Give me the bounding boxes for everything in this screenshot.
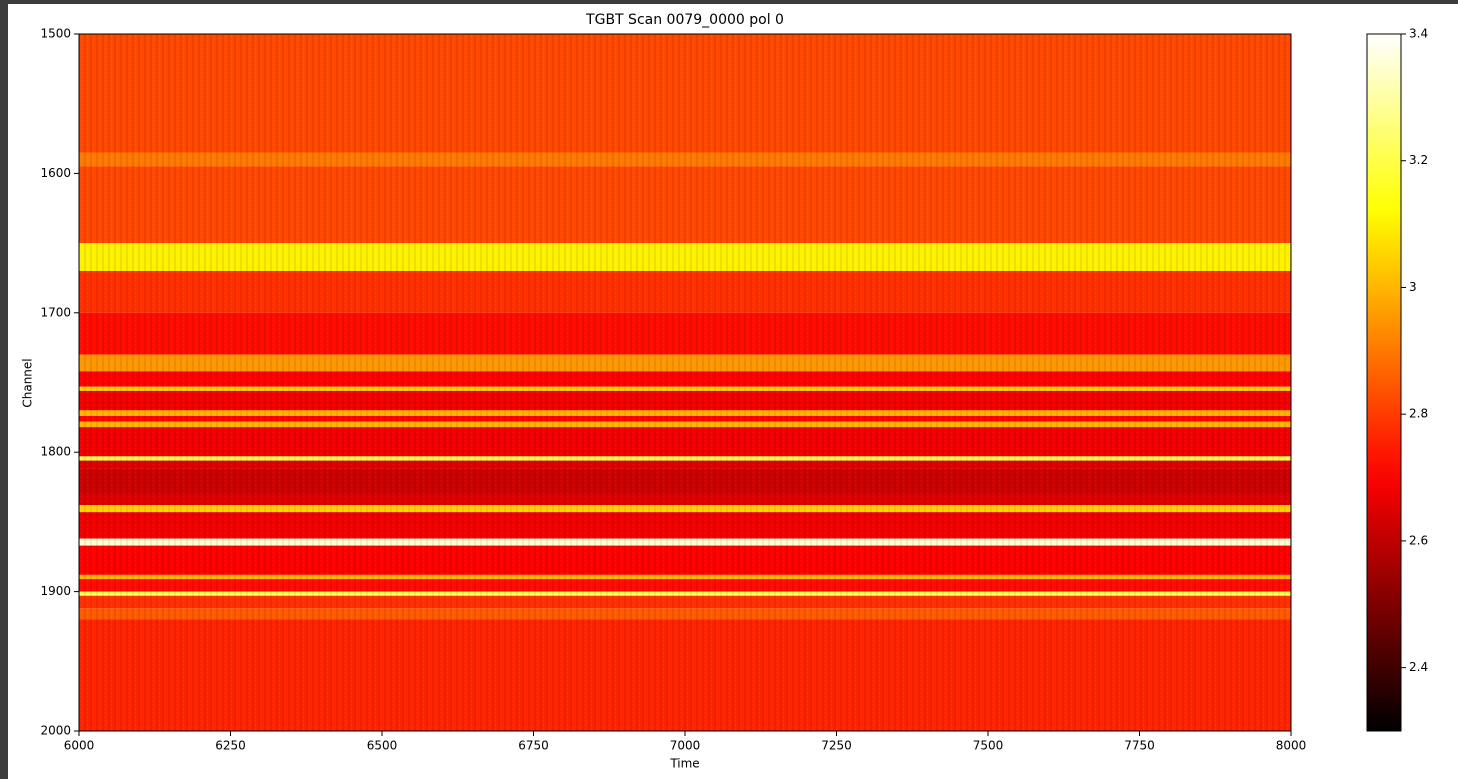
x-tick-label: 7500 [973,739,1004,753]
y-tick-label: 2000 [40,724,71,738]
y-tick-label: 1600 [40,166,71,180]
x-axis-label: Time [669,757,699,771]
colorbar-tick-label: 2.8 [1409,407,1428,421]
x-tick-label: 6000 [64,739,95,753]
colorbar-tick-label: 2.4 [1409,660,1428,674]
chart-title: TGBT Scan 0079_0000 pol 0 [585,12,784,28]
window-frame [0,0,8,779]
y-tick-label: 1500 [40,27,71,41]
colorbar-tick-label: 3 [1409,280,1417,294]
colorbar-tick-label: 3.2 [1409,153,1428,167]
y-axis-label: Channel [21,358,35,407]
x-tick-label: 8000 [1276,739,1307,753]
x-tick-label: 7750 [1124,739,1155,753]
colorbar-scale [1366,33,1402,732]
x-tick-label: 6250 [215,739,246,753]
texture [79,34,1291,731]
x-tick-label: 6750 [518,739,549,753]
x-tick-label: 6500 [367,739,398,753]
window-frame [0,0,1458,4]
colorbar-tick-label: 3.4 [1409,27,1428,41]
x-tick-label: 7250 [821,739,852,753]
y-tick-label: 1900 [40,584,71,598]
colorbar: 2.4 2.6 2.8 3 3.2 3.4 [1366,27,1428,732]
y-tick-label: 1700 [40,305,71,319]
y-tick-label: 1800 [40,445,71,459]
x-tick-label: 7000 [670,739,701,753]
heatmap: 6000 6250 6500 6750 7000 7250 7500 7750 8000 1500… [40,27,1306,753]
colorbar-tick-label: 2.6 [1409,533,1428,547]
